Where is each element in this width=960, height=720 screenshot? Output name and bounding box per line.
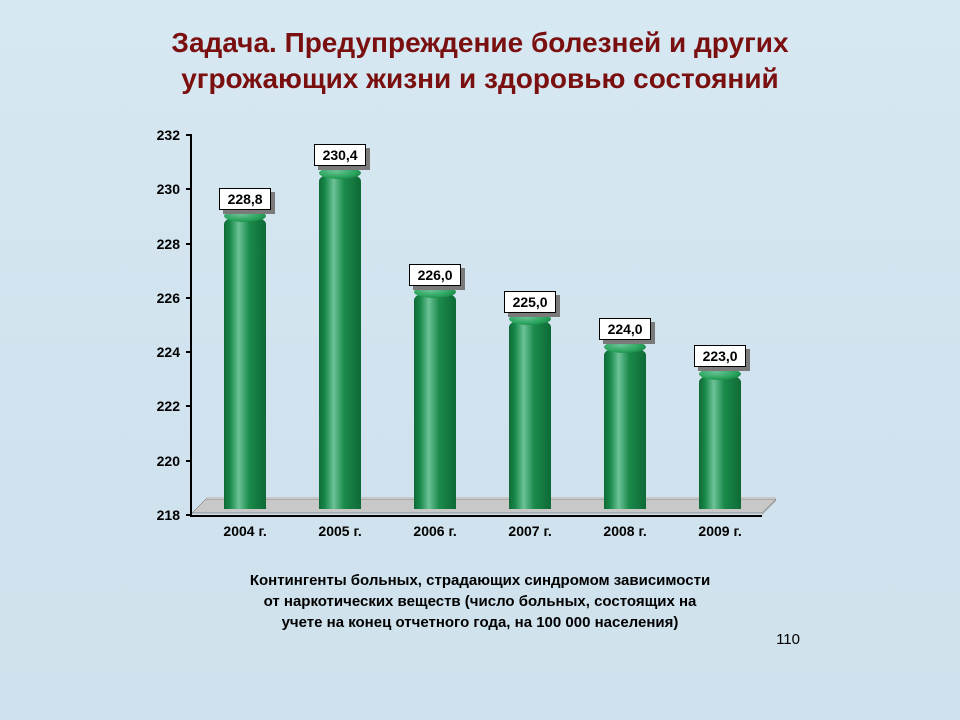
y-tick-label: 218	[157, 507, 180, 523]
y-tick	[186, 405, 192, 407]
y-tick-label: 220	[157, 453, 180, 469]
value-label: 224,0	[599, 318, 651, 340]
plot-area: 218220222224226228230232228,82004 г.230,…	[190, 135, 762, 517]
y-tick	[186, 134, 192, 136]
y-tick	[186, 351, 192, 353]
bar	[224, 216, 266, 509]
y-tick-label: 230	[157, 181, 180, 197]
value-label: 226,0	[409, 264, 461, 286]
x-tick-label: 2006 г.	[395, 523, 475, 539]
bar-chart: 218 220 222 224 226 228 230 232 228,8 2004 г. 230,…	[130, 125, 770, 560]
page-title: Задача. Предупреждение болезней и других…	[0, 0, 960, 98]
bar-front	[699, 374, 741, 510]
x-tick-label: 2009 г.	[680, 523, 760, 539]
bar-front	[319, 173, 361, 510]
y-tick-label: 224	[157, 344, 180, 360]
y-tick	[186, 297, 192, 299]
caption-line-1: Контингенты больных, страдающих синдромо…	[0, 570, 960, 591]
x-tick-label: 2005 г.	[300, 523, 380, 539]
value-label: 228,8	[219, 188, 271, 210]
caption-line-2: от наркотических веществ (число больных,…	[0, 591, 960, 612]
value-label: 225,0	[504, 291, 556, 313]
y-tick	[186, 188, 192, 190]
y-tick	[186, 460, 192, 462]
y-tick	[186, 243, 192, 245]
x-tick-label: 2007 г.	[490, 523, 570, 539]
x-tick-label: 2008 г.	[585, 523, 665, 539]
bar	[604, 347, 646, 510]
title-line-1: Задача. Предупреждение болезней и других	[80, 25, 880, 61]
title-line-2: угрожающих жизни и здоровью состояний	[80, 61, 880, 97]
bar	[414, 292, 456, 509]
value-label: 230,4	[314, 144, 366, 166]
y-tick-label: 232	[157, 127, 180, 143]
caption-line-3: учете на конец отчетного года, на 100 00…	[0, 612, 960, 633]
bar	[509, 319, 551, 509]
bar-front	[604, 347, 646, 510]
bar-front	[414, 292, 456, 509]
bar	[699, 374, 741, 510]
chart-floor	[192, 493, 762, 515]
bar-front	[224, 216, 266, 509]
y-tick-label: 228	[157, 236, 180, 252]
page-number: 110	[776, 631, 800, 648]
bar	[319, 173, 361, 510]
y-tick-label: 222	[157, 398, 180, 414]
chart-caption: Контингенты больных, страдающих синдромо…	[0, 570, 960, 633]
x-tick-label: 2004 г.	[205, 523, 285, 539]
bar-front	[509, 319, 551, 509]
y-tick-label: 226	[157, 290, 180, 306]
value-label: 223,0	[694, 345, 746, 367]
